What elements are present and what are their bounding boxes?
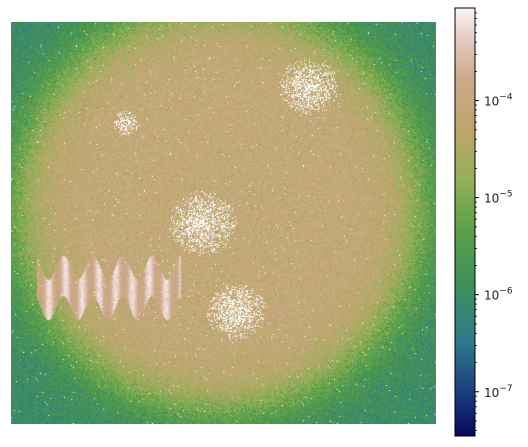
colorbar-tick-label: 10−7	[484, 384, 513, 400]
colorbar-ticks: 10−4 10−5 10−6 10−7	[475, 13, 513, 430]
colorbar-tick-label: 10−6	[484, 287, 513, 303]
colorbar-tick-label: 10−4	[484, 93, 513, 109]
colorbar-tick-label: 10−5	[484, 190, 513, 206]
colorbar-gradient	[455, 8, 475, 436]
